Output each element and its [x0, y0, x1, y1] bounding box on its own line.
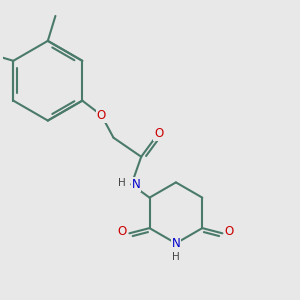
Text: O: O [154, 127, 163, 140]
Text: H: H [172, 252, 180, 262]
Text: O: O [118, 225, 127, 238]
Text: N: N [172, 237, 180, 250]
Text: H: H [118, 178, 126, 188]
Text: O: O [97, 109, 106, 122]
Text: O: O [225, 225, 234, 238]
Text: N: N [132, 178, 140, 191]
